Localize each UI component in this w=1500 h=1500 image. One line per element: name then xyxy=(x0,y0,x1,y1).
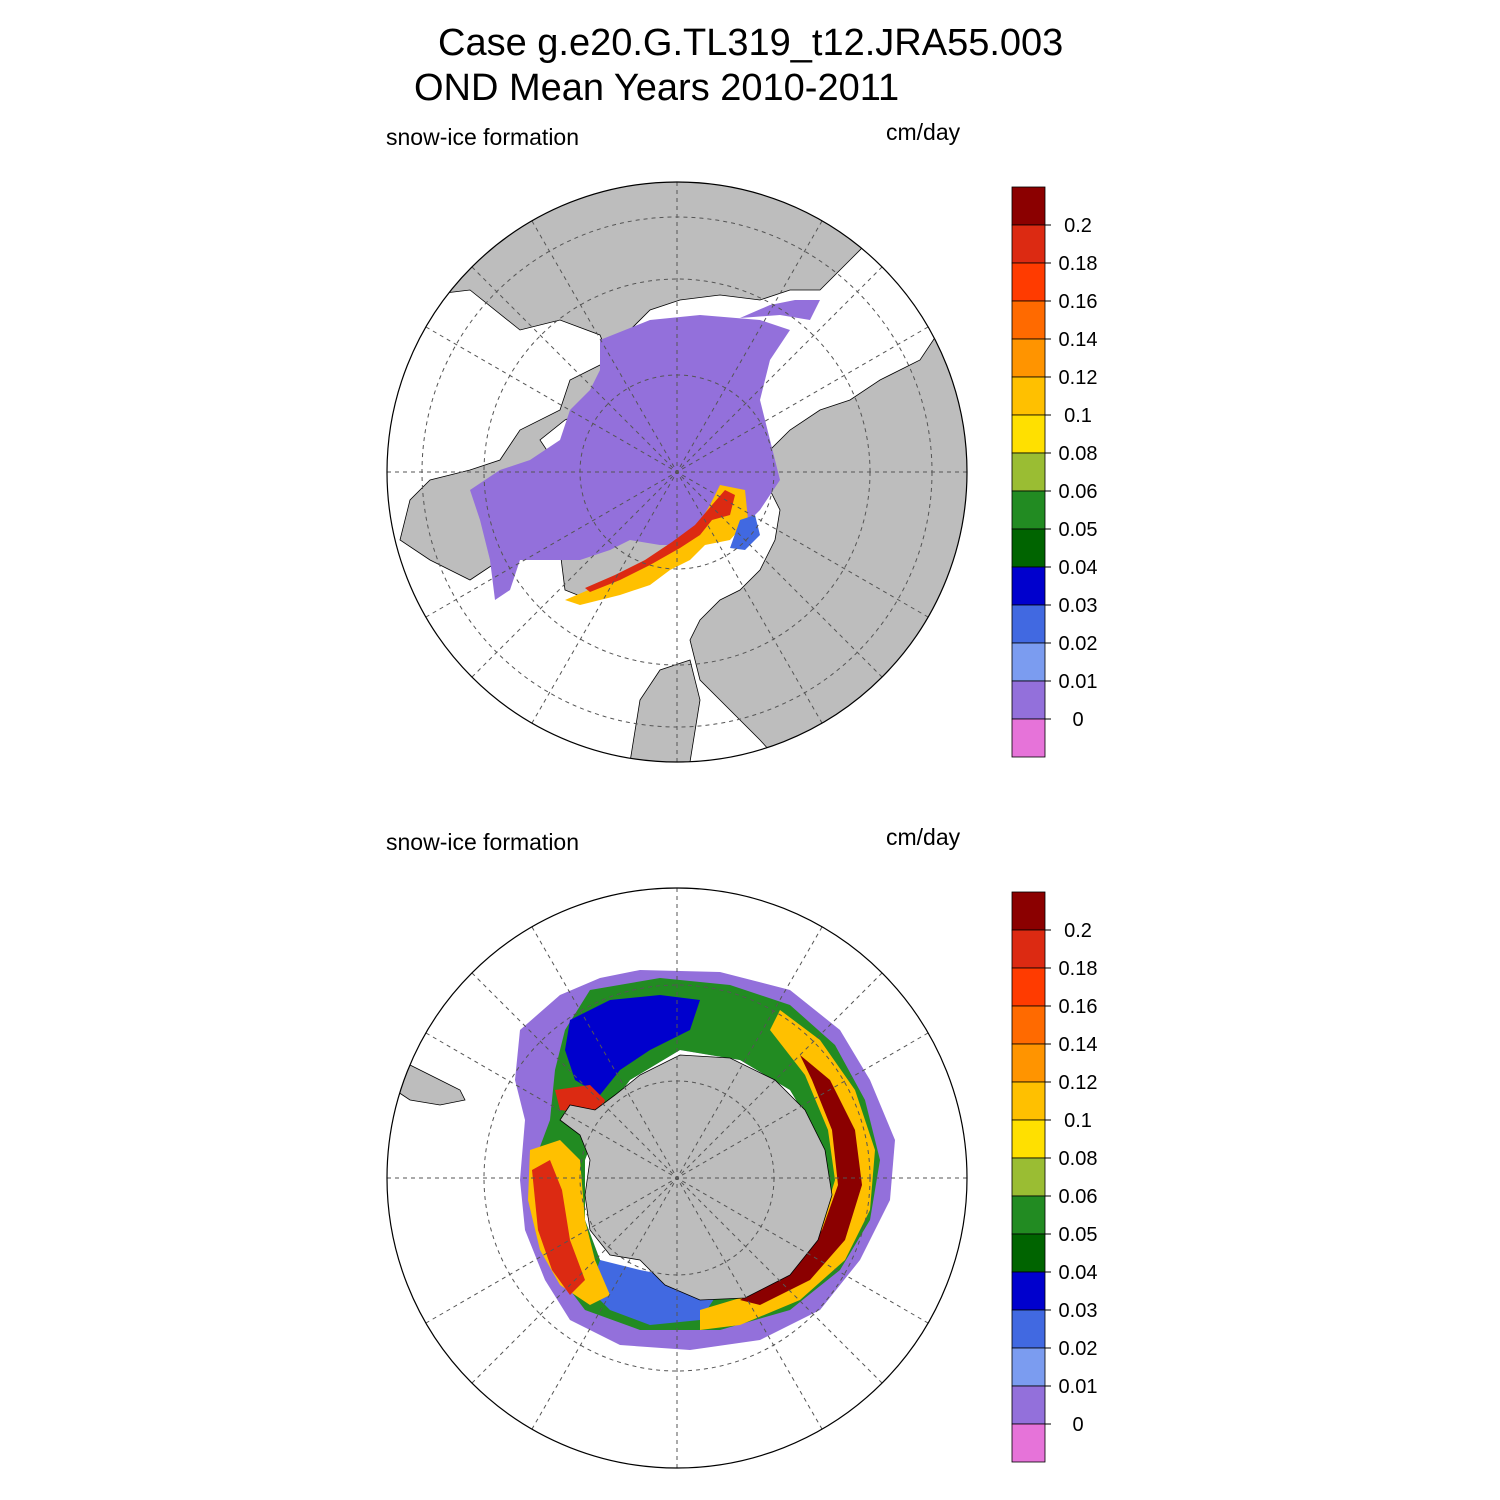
south-ice-west-hot xyxy=(532,1160,585,1295)
south-colorbar-label: 0.03 xyxy=(1059,1300,1098,1322)
north-colorbar-label: 0.08 xyxy=(1059,443,1098,465)
north-colorbar-box xyxy=(1011,224,1046,264)
south-colorbar-box xyxy=(1011,1043,1046,1083)
south-colorbar-label: 0.05 xyxy=(1059,1224,1098,1246)
north-colorbar-label: 0 xyxy=(1072,709,1083,731)
north-colorbar-box xyxy=(1011,528,1046,568)
north-ice-bering xyxy=(740,300,820,320)
south-ice-blue xyxy=(565,995,700,1095)
south-colorbar-label: 0.18 xyxy=(1059,958,1098,980)
south-colorbar-box xyxy=(1011,1157,1046,1197)
north-colorbar-label: 0.03 xyxy=(1059,595,1098,617)
south-panel: snow-ice formation cm/day xyxy=(386,824,968,1469)
south-colorbar-box xyxy=(1011,1081,1046,1121)
south-colorbar: 0.2 0.18 0.16 0.14 0.12 0.1 0.08 0.06 0.05 0.04 0.… xyxy=(1011,891,1098,1463)
south-colorbar-box xyxy=(1011,1195,1046,1235)
north-colorbar-box xyxy=(1011,376,1046,416)
north-colorbar-box xyxy=(1011,680,1046,720)
north-colorbar-label: 0.12 xyxy=(1059,367,1098,389)
south-ice-weddell-hot xyxy=(555,1085,605,1115)
north-panel: snow-ice formation cm/day xyxy=(386,119,968,763)
north-colorbar-box xyxy=(1011,338,1046,378)
north-colorbar-label: 0.18 xyxy=(1059,253,1098,275)
south-colorbar-box xyxy=(1011,1347,1046,1387)
south-colorbar-box xyxy=(1011,929,1046,969)
south-colorbar-box xyxy=(1011,1271,1046,1311)
south-ice-blue-ross xyxy=(590,1260,720,1325)
north-colorbar-box xyxy=(1011,452,1046,492)
north-colorbar-label: 0.05 xyxy=(1059,519,1098,541)
north-colorbar-label: 0.16 xyxy=(1059,291,1098,313)
north-colorbar-box xyxy=(1011,262,1046,302)
north-colorbar-box xyxy=(1011,186,1046,226)
subtitle: OND Mean Years 2010-2011 xyxy=(414,67,899,109)
north-colorbar-box xyxy=(1011,642,1046,682)
north-colorbar-label: 0.04 xyxy=(1059,557,1098,579)
north-colorbar-label: 0.01 xyxy=(1059,671,1098,693)
north-colorbar: 0.2 0.18 0.16 0.14 0.12 0.1 0.08 0.06 0.05 0.04 0.… xyxy=(1011,186,1098,758)
south-colorbar-label: 0.16 xyxy=(1059,996,1098,1018)
south-ice-east-hot xyxy=(740,1055,862,1305)
south-colorbar-label: 0.04 xyxy=(1059,1262,1098,1284)
south-colorbar-box xyxy=(1011,967,1046,1007)
north-colorbar-box xyxy=(1011,718,1046,758)
north-colorbar-label: 0.14 xyxy=(1059,329,1098,351)
south-colorbar-label: 0.08 xyxy=(1059,1148,1098,1170)
south-colorbar-box xyxy=(1011,1233,1046,1273)
south-land-antarctica xyxy=(559,1054,833,1301)
south-colorbar-box xyxy=(1011,1423,1046,1463)
north-units-label: cm/day xyxy=(886,119,961,145)
north-variable-label: snow-ice formation xyxy=(386,124,579,150)
south-colorbar-label: 0.2 xyxy=(1064,920,1092,942)
south-units-label: cm/day xyxy=(886,824,961,850)
north-colorbar-box xyxy=(1011,300,1046,340)
south-colorbar-label: 0 xyxy=(1072,1414,1083,1436)
south-colorbar-box xyxy=(1011,1309,1046,1349)
north-colorbar-label: 0.1 xyxy=(1064,405,1092,427)
south-colorbar-box xyxy=(1011,891,1046,931)
south-colorbar-box xyxy=(1011,1005,1046,1045)
south-colorbar-label: 0.1 xyxy=(1064,1110,1092,1132)
north-colorbar-box xyxy=(1011,604,1046,644)
north-colorbar-label: 0.2 xyxy=(1064,215,1092,237)
south-polar-map xyxy=(387,888,967,1468)
south-colorbar-label: 0.14 xyxy=(1059,1034,1098,1056)
south-colorbar-label: 0.06 xyxy=(1059,1186,1098,1208)
south-colorbar-label: 0.01 xyxy=(1059,1376,1098,1398)
north-colorbar-label: 0.02 xyxy=(1059,633,1098,655)
north-land-europe xyxy=(629,659,701,762)
north-colorbar-label: 0.06 xyxy=(1059,481,1098,503)
north-ice-greenlandsea-blue xyxy=(730,515,760,550)
south-colorbar-box xyxy=(1011,1119,1046,1159)
main-title: Case g.e20.G.TL319_t12.JRA55.003 xyxy=(438,22,1063,64)
south-colorbar-box xyxy=(1011,1385,1046,1425)
north-map-border xyxy=(386,181,968,763)
north-colorbar-box xyxy=(1011,490,1046,530)
south-colorbar-label: 0.12 xyxy=(1059,1072,1098,1094)
north-colorbar-box xyxy=(1011,414,1046,454)
south-colorbar-label: 0.02 xyxy=(1059,1338,1098,1360)
south-map-border xyxy=(386,887,968,1469)
south-variable-label: snow-ice formation xyxy=(386,829,579,855)
north-colorbar-box xyxy=(1011,566,1046,606)
north-ice-atlantic-hot xyxy=(585,490,735,592)
north-polar-map xyxy=(387,182,967,762)
